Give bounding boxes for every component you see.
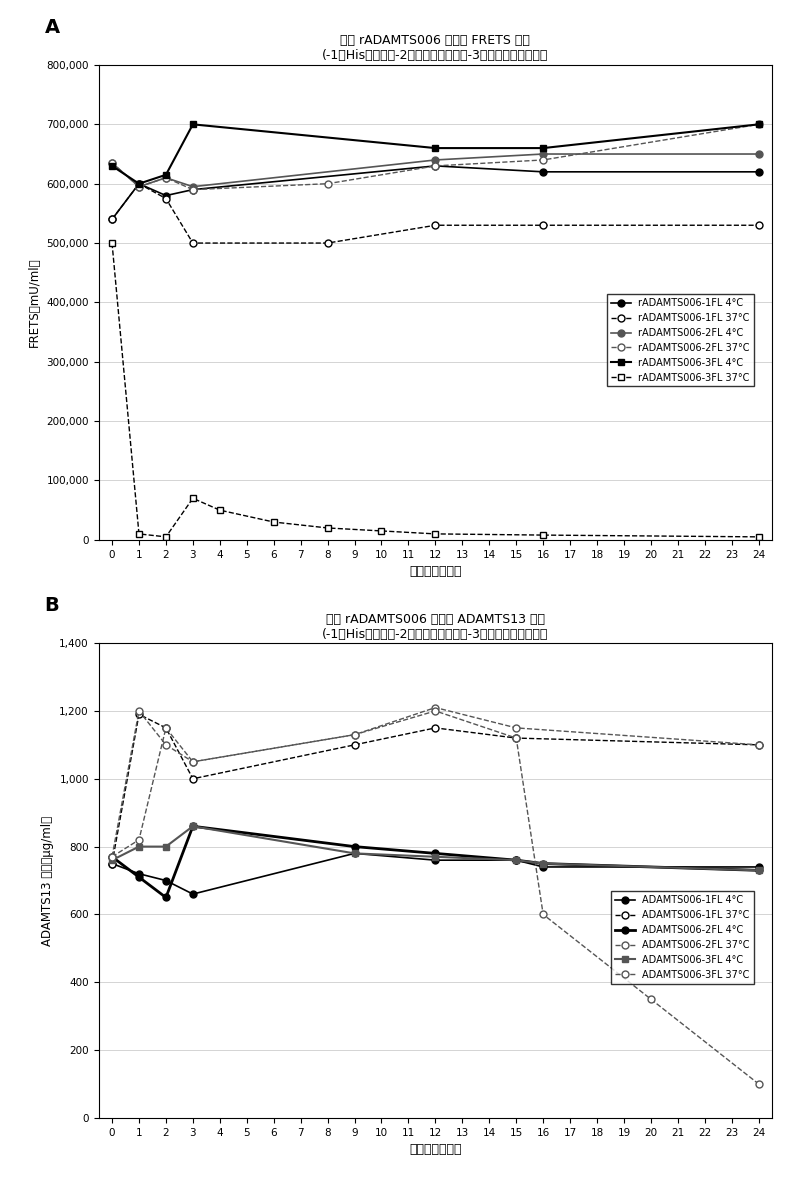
Legend: ADAMTS006-1FL 4°C, ADAMTS006-1FL 37°C, ADAMTS006-2FL 4°C, ADAMTS006-2FL 37°C, AD: ADAMTS006-1FL 4°C, ADAMTS006-1FL 37°C, A… [611, 892, 754, 984]
Title: 液体 rADAMTS006 制剂的 FRETS 活性
(-1：His缓冲液；-2：磷酸盐缓冲液；-3：柠樾酸盐缓冲液）: 液体 rADAMTS006 制剂的 FRETS 活性 (-1：His缓冲液；-2… [322, 34, 549, 63]
Legend: rADAMTS006-1FL 4°C, rADAMTS006-1FL 37°C, rADAMTS006-2FL 4°C, rADAMTS006-2FL 37°C: rADAMTS006-1FL 4°C, rADAMTS006-1FL 37°C,… [607, 295, 754, 386]
X-axis label: 储存时间【周】: 储存时间【周】 [409, 1144, 462, 1157]
Text: A: A [45, 18, 60, 37]
Y-axis label: ADAMTS13 抗原（μg/ml）: ADAMTS13 抗原（μg/ml） [41, 816, 54, 946]
Y-axis label: FRETS（mU/ml）: FRETS（mU/ml） [28, 258, 41, 347]
X-axis label: 储存时间【周】: 储存时间【周】 [409, 565, 462, 578]
Text: B: B [45, 596, 59, 614]
Title: 液体 rADAMTS006 制剂的 ADAMTS13 抗原
(-1：His缓冲液；-2：磷酸盐缓冲液；-3：柠樾酸盐缓冲液）: 液体 rADAMTS006 制剂的 ADAMTS13 抗原 (-1：His缓冲液… [322, 612, 549, 641]
